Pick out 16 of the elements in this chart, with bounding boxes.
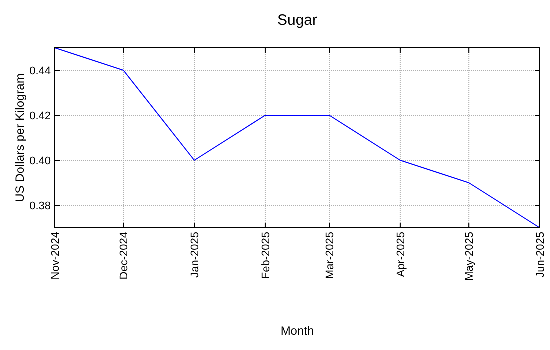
x-tick-label: Jan-2025 (189, 232, 202, 278)
x-tick-label: May-2025 (464, 232, 476, 281)
x-tick-label: Mar-2025 (324, 232, 336, 280)
x-tick-label: Apr-2025 (395, 232, 408, 278)
chart-title: Sugar (277, 12, 318, 29)
x-tick-label: Feb-2025 (260, 232, 272, 280)
x-axis-title: Month (280, 324, 314, 338)
x-tick-label: Jun-2025 (534, 232, 547, 278)
x-tick-label: Nov-2024 (50, 232, 62, 280)
y-tick-label: 0.44 (30, 65, 51, 78)
y-tick-label: 0.38 (30, 200, 51, 212)
line-series (54, 48, 540, 228)
x-tick-label: Dec-2024 (118, 232, 130, 280)
y-axis-title: US Dollars per Kilogram (13, 74, 28, 202)
y-tick-label: 0.42 (30, 110, 51, 122)
y-tick-label: 0.40 (30, 155, 51, 168)
